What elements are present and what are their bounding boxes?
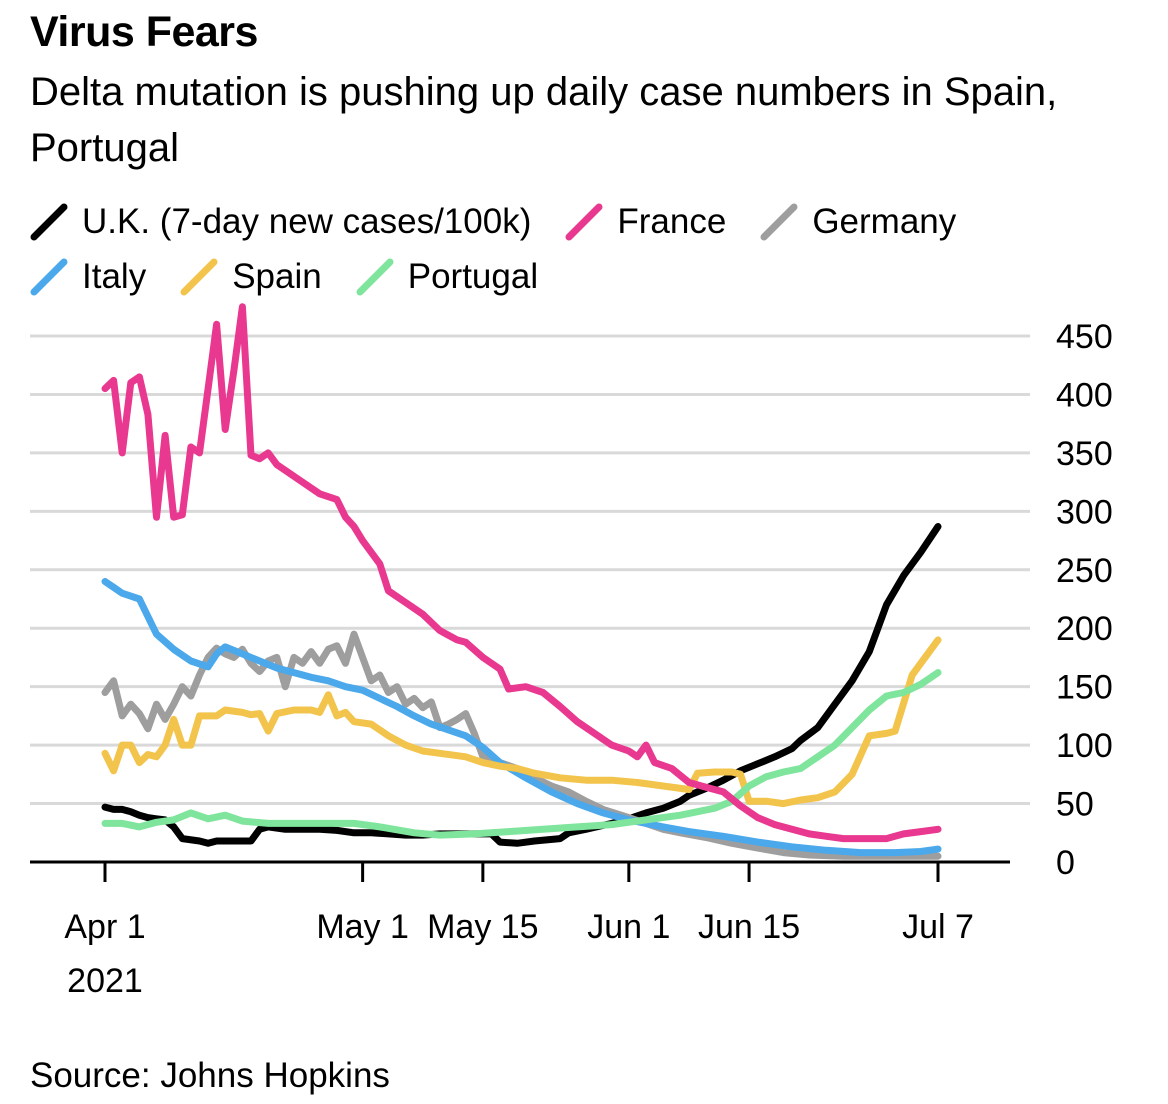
legend-swatch-spain <box>180 258 218 295</box>
legend-swatch-portugal <box>356 258 394 295</box>
legend: U.K. (7-day new cases/100k) France Germa… <box>30 194 1130 304</box>
legend-item-italy: Italy <box>30 257 146 297</box>
x-tick-label: May 1 <box>316 908 409 946</box>
legend-label-spain: Spain <box>232 256 322 296</box>
line-chart: 0 50 100 150 200 250 300 350 400 450 Apr 1 2021 May… <box>30 303 1113 1000</box>
y-tick-label: 300 <box>1056 493 1113 531</box>
y-tick-label: 50 <box>1056 786 1094 824</box>
x-tick-label: Jun 1 <box>587 908 670 946</box>
x-tick-label: Jul 7 <box>902 908 974 946</box>
y-tick-label: 400 <box>1056 376 1113 414</box>
x-axis: Apr 1 2021 May 1 May 15 Jun 1 Jun 15 Jul 7 <box>30 860 1010 1000</box>
legend-row-2: Italy Spain Portugal <box>30 249 1130 304</box>
x-tick-sublabel: 2021 <box>67 962 143 1000</box>
legend-item-germany: Germany <box>760 202 956 242</box>
legend-item-france: France <box>565 202 726 242</box>
series-line-portugal <box>101 669 942 839</box>
legend-swatch-italy <box>30 258 68 295</box>
series-lines <box>101 303 942 860</box>
y-tick-label: 0 <box>1056 844 1075 882</box>
series-line-france <box>101 303 942 843</box>
x-tick-label: Apr 1 <box>64 908 145 946</box>
legend-label-portugal: Portugal <box>407 256 539 296</box>
y-tick-label: 100 <box>1056 727 1113 765</box>
series-line-italy <box>101 578 942 857</box>
chart-title: Virus Fears <box>30 8 258 56</box>
legend-item-portugal: Portugal <box>356 257 538 297</box>
series-line-spain <box>101 636 942 808</box>
legend-label-germany: Germany <box>812 201 957 241</box>
legend-swatch-uk <box>30 203 68 240</box>
x-tick-label: Jun 15 <box>698 908 800 946</box>
legend-swatch-germany <box>760 203 798 240</box>
x-tick-label: May 15 <box>427 908 539 946</box>
y-tick-label: 350 <box>1056 435 1113 473</box>
legend-swatch-france <box>565 203 603 240</box>
legend-item-spain: Spain <box>180 257 322 297</box>
y-tick-label: 450 <box>1056 318 1113 356</box>
legend-label-italy: Italy <box>82 256 147 296</box>
y-axis-tick-labels: 0 50 100 150 200 250 300 350 400 450 <box>1056 318 1113 882</box>
source-note: Source: Johns Hopkins <box>30 1056 390 1095</box>
legend-item-uk: U.K. (7-day new cases/100k) <box>30 202 531 242</box>
y-tick-label: 150 <box>1056 669 1113 707</box>
y-tick-label: 250 <box>1056 552 1113 590</box>
y-tick-label: 200 <box>1056 610 1113 648</box>
chart-subtitle: Delta mutation is pushing up daily case … <box>30 70 1058 170</box>
legend-label-france: France <box>617 201 727 241</box>
legend-label-uk: U.K. (7-day new cases/100k) <box>82 201 532 241</box>
legend-row-1: U.K. (7-day new cases/100k) France Germa… <box>30 194 1130 249</box>
